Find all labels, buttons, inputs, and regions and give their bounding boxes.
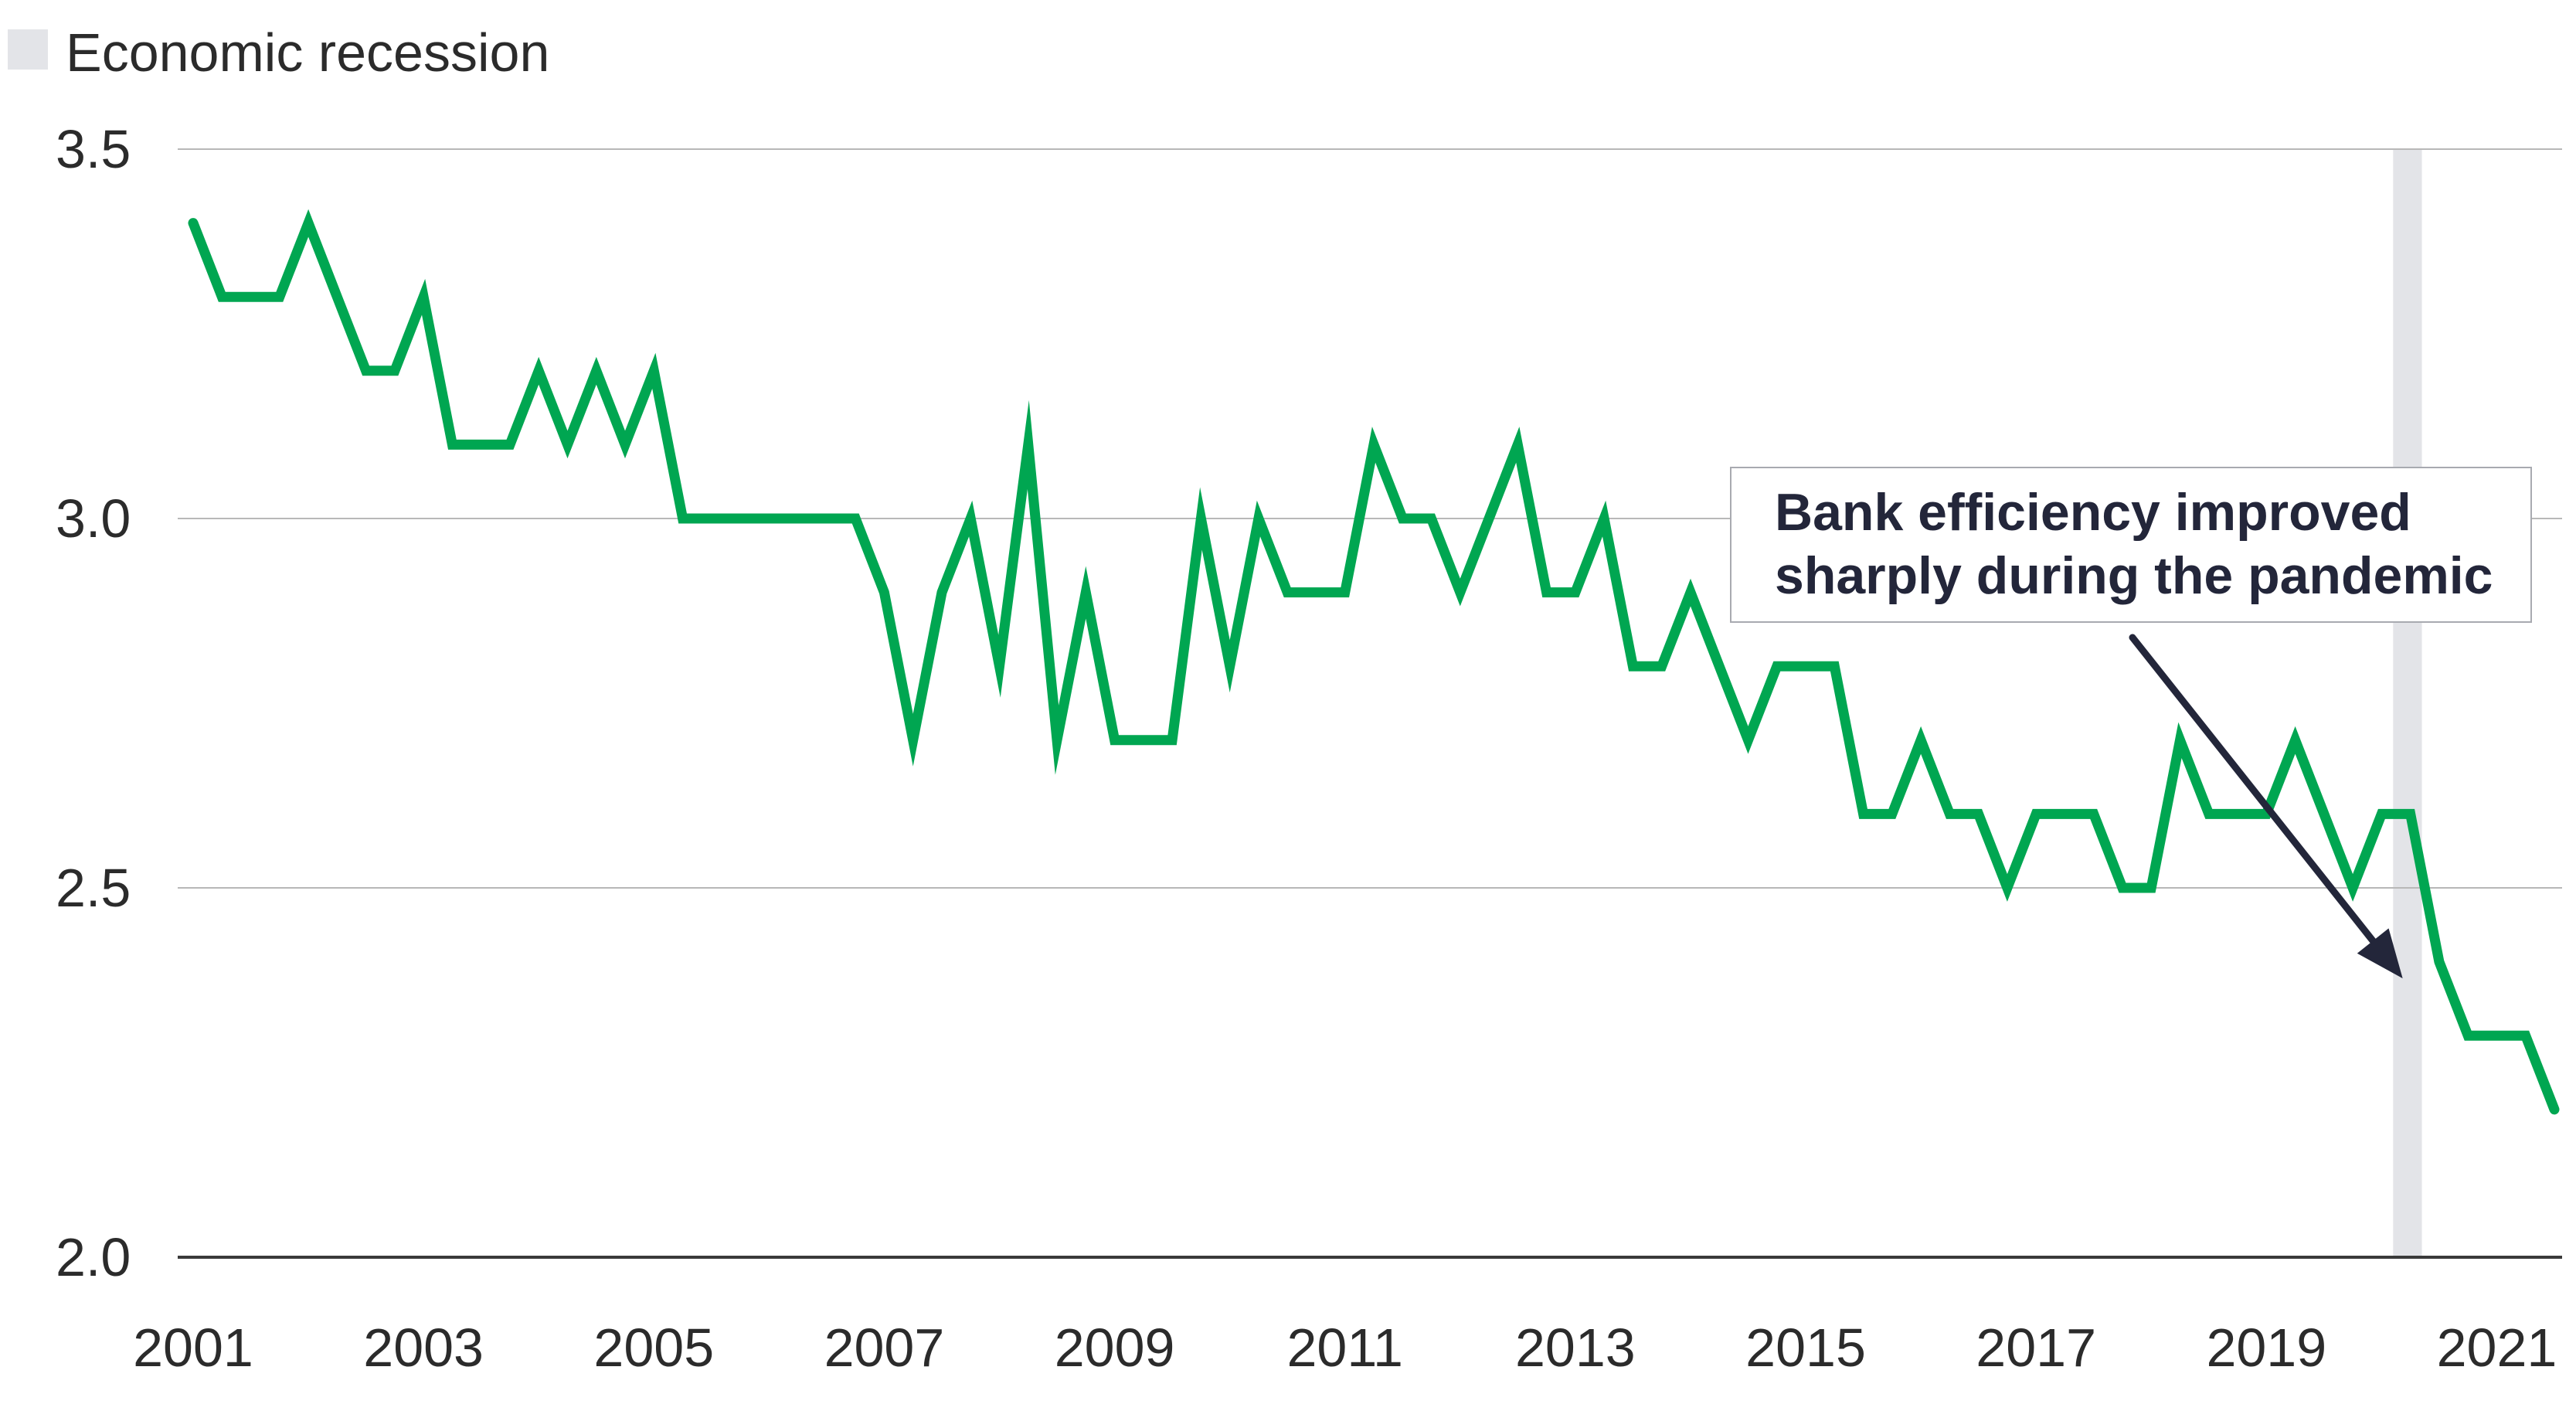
legend: Economic recession	[8, 22, 549, 83]
data-point	[1546, 592, 1548, 593]
data-point	[2438, 961, 2440, 963]
y-tick-label: 2.0	[56, 1227, 131, 1287]
y-tick-label: 3.0	[56, 488, 131, 549]
data-point	[2496, 1035, 2497, 1036]
data-point	[970, 518, 971, 519]
series-line	[188, 209, 2560, 1115]
recession-bands	[2393, 149, 2422, 1257]
data-point	[1229, 665, 1231, 667]
annotation-line-1: Bank efficiency improved	[1775, 483, 2411, 542]
x-tick-label: 2011	[1286, 1318, 1403, 1378]
x-tick-label: 2007	[824, 1318, 945, 1378]
data-point	[883, 592, 885, 593]
x-tick-label: 2001	[133, 1318, 253, 1378]
annotation-line-2: sharply during the pandemic	[1775, 546, 2493, 605]
data-point	[451, 444, 453, 445]
annotation-arrow-line	[2129, 634, 2380, 948]
x-tick-label: 2021	[2437, 1318, 2557, 1378]
data-point	[509, 444, 511, 445]
data-point	[2525, 1035, 2527, 1036]
data-point	[682, 518, 684, 519]
data-point	[250, 296, 252, 298]
data-point	[711, 518, 712, 519]
data-point	[768, 518, 770, 519]
data-point	[1488, 518, 1490, 519]
data-point	[941, 592, 943, 593]
x-tick-label: 2017	[1976, 1318, 2096, 1378]
data-point	[624, 444, 626, 445]
gridlines	[178, 148, 2562, 1259]
data-point	[394, 370, 396, 372]
data-point	[1258, 518, 1259, 519]
data-point	[1603, 518, 1605, 519]
data-point	[1344, 592, 1346, 593]
data-point	[855, 518, 856, 519]
x-tick-label: 2013	[1515, 1318, 1636, 1378]
data-point	[1718, 665, 1720, 667]
data-point	[1517, 444, 1518, 445]
data-point	[2150, 887, 2152, 889]
data-point	[336, 296, 338, 298]
data-point	[1833, 665, 1835, 667]
data-point	[739, 518, 741, 519]
recession-band	[2393, 149, 2422, 1257]
legend-label-recession: Economic recession	[66, 22, 549, 83]
data-point	[1402, 518, 1403, 519]
data-point	[2554, 1109, 2555, 1110]
annotation-box	[1730, 467, 2532, 623]
x-tick-label: 2005	[593, 1318, 714, 1378]
x-tick-label: 2015	[1745, 1318, 1866, 1378]
x-tick-label: 2003	[363, 1318, 484, 1378]
data-point	[279, 296, 280, 298]
x-tick-label: 2019	[2206, 1318, 2326, 1378]
data-point	[1776, 665, 1778, 667]
data-point	[1286, 592, 1288, 593]
data-point	[1690, 592, 1691, 593]
data-point	[1431, 518, 1432, 519]
data-point	[1373, 444, 1375, 445]
series-layer	[188, 209, 2560, 1115]
data-point	[826, 518, 828, 519]
annotation-arrowhead	[2357, 928, 2403, 979]
data-point	[221, 296, 223, 298]
data-point	[999, 665, 1001, 667]
y-tick-label: 3.5	[56, 119, 131, 179]
y-axis-ticks: 2.0 2.5 3.0 3.5	[56, 119, 131, 1287]
data-point	[1661, 665, 1663, 667]
data-point	[1315, 592, 1317, 593]
data-point	[2467, 1035, 2469, 1036]
y-tick-label: 2.5	[56, 858, 131, 918]
data-point	[423, 296, 424, 298]
x-tick-label: 2009	[1055, 1318, 1175, 1378]
x-axis-ticks: 2001 2003 2005 2007 2009 2011 2013 2015 2017 2019…	[133, 1318, 2557, 1378]
data-point	[566, 444, 568, 445]
legend-swatch-recession	[8, 29, 48, 70]
data-point	[797, 518, 799, 519]
annotation: Bank efficiency improved sharply during …	[1730, 467, 2532, 979]
data-point	[365, 370, 367, 372]
